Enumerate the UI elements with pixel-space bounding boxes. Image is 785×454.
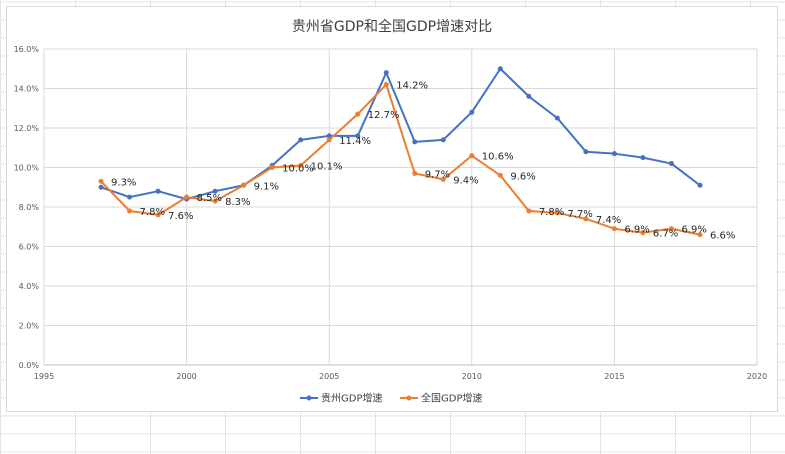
series-line-0[interactable]	[100, 67, 701, 201]
data-label: 10.1%	[311, 162, 343, 173]
data-point[interactable]	[554, 115, 560, 121]
data-point[interactable]	[127, 194, 133, 200]
data-point[interactable]	[212, 188, 218, 194]
legend-label-national: 全国GDP增速	[421, 392, 482, 405]
data-point[interactable]	[611, 226, 617, 232]
data-label: 9.7%	[425, 169, 450, 180]
data-point[interactable]	[212, 198, 218, 204]
x-tick-label: 2005	[319, 372, 339, 381]
legend-item-guizhou[interactable]: 贵州GDP增速	[300, 392, 382, 405]
data-point[interactable]	[440, 176, 446, 182]
data-point[interactable]	[469, 153, 475, 159]
data-point[interactable]	[326, 137, 332, 143]
data-point[interactable]	[98, 178, 104, 184]
data-point[interactable]	[583, 149, 589, 155]
data-point[interactable]	[611, 151, 617, 157]
data-label: 10.6%	[482, 152, 514, 163]
data-point[interactable]	[412, 170, 418, 176]
y-tick-label: 10.0%	[14, 164, 40, 173]
data-label: 6.6%	[710, 231, 735, 242]
data-point[interactable]	[269, 165, 275, 170]
x-tick-label: 2015	[604, 372, 624, 381]
y-axis: 0.0% 2.0% 4.0% 6.0% 8.0% 10.0% 12.0% 14.0% 16.0%	[14, 45, 40, 370]
data-point[interactable]	[640, 230, 646, 236]
gridlines	[43, 48, 758, 366]
y-tick-label: 12.0%	[14, 124, 40, 133]
data-label: 7.8%	[539, 207, 564, 218]
data-point[interactable]	[469, 109, 475, 115]
data-point[interactable]	[697, 182, 703, 188]
data-point[interactable]	[127, 208, 133, 214]
legend-marker-national	[406, 395, 412, 401]
data-point[interactable]	[326, 133, 332, 139]
data-point[interactable]	[298, 163, 304, 169]
data-label: 7.7%	[567, 209, 592, 220]
x-tick-label: 2000	[176, 372, 196, 381]
data-label: 6.9%	[624, 225, 649, 236]
data-label: 8.5%	[197, 193, 222, 204]
data-label: 7.8%	[140, 207, 165, 218]
data-label: 6.9%	[681, 225, 706, 236]
data-point[interactable]	[497, 66, 503, 72]
x-tick-label: 2010	[462, 372, 482, 381]
data-label: 10.0%	[282, 164, 314, 175]
legend-item-national[interactable]: 全国GDP增速	[400, 392, 482, 405]
y-tick-label: 2.0%	[19, 322, 40, 331]
y-tick-label: 0.0%	[19, 361, 40, 370]
data-point[interactable]	[355, 133, 361, 139]
x-axis: 1995 2000 2005 2010 2015 2020	[34, 372, 767, 381]
data-point[interactable]	[526, 93, 532, 99]
data-point[interactable]	[526, 208, 532, 214]
data-point[interactable]	[697, 232, 703, 238]
data-point[interactable]	[98, 184, 104, 190]
data-point[interactable]	[554, 210, 560, 216]
data-point[interactable]	[355, 111, 361, 117]
y-tick-label: 6.0%	[19, 243, 40, 252]
data-label: 11.4%	[339, 136, 371, 147]
data-label: 8.3%	[225, 197, 250, 208]
y-tick-label: 4.0%	[19, 282, 40, 291]
x-tick-label: 1995	[34, 372, 54, 381]
data-label: 9.3%	[111, 177, 136, 188]
data-point[interactable]	[155, 212, 161, 218]
y-tick-label: 14.0%	[14, 85, 40, 94]
data-label: 9.1%	[254, 181, 279, 192]
data-point[interactable]	[241, 182, 247, 188]
data-label: 9.6%	[510, 171, 535, 182]
data-point[interactable]	[497, 172, 503, 178]
x-tick-label: 2020	[747, 372, 767, 381]
data-point[interactable]	[412, 139, 418, 145]
chart-area[interactable]	[6, 6, 778, 412]
data-label: 6.7%	[653, 229, 678, 240]
data-point[interactable]	[155, 188, 161, 194]
data-label: 9.4%	[453, 175, 478, 186]
chart-title: 贵州省GDP和全国GDP增速对比	[292, 18, 492, 35]
legend-marker-guizhou	[306, 395, 312, 401]
y-tick-label: 8.0%	[19, 203, 40, 212]
series-line-1[interactable]	[100, 83, 701, 236]
legend-label-guizhou: 贵州GDP增速	[321, 392, 382, 405]
data-point[interactable]	[383, 82, 389, 88]
data-point[interactable]	[668, 161, 674, 167]
data-point[interactable]	[583, 216, 589, 222]
data-label: 7.4%	[596, 215, 621, 226]
data-point[interactable]	[184, 194, 190, 200]
data-point[interactable]	[383, 70, 389, 76]
series-lines	[98, 66, 703, 238]
data-label: 14.2%	[396, 81, 428, 92]
data-point[interactable]	[440, 137, 446, 143]
data-labels: 9.3%7.8% 7.6%8.5% 8.3%9.1%10.0%10.1%11.4%1…	[111, 81, 735, 242]
legend[interactable]: 贵州GDP增速 全国GDP增速	[300, 392, 482, 405]
data-point[interactable]	[298, 137, 304, 143]
data-point[interactable]	[640, 155, 646, 161]
y-tick-label: 16.0%	[14, 45, 40, 54]
data-point[interactable]	[668, 226, 674, 232]
data-label: 12.7%	[368, 110, 400, 121]
data-label: 7.6%	[168, 211, 193, 222]
